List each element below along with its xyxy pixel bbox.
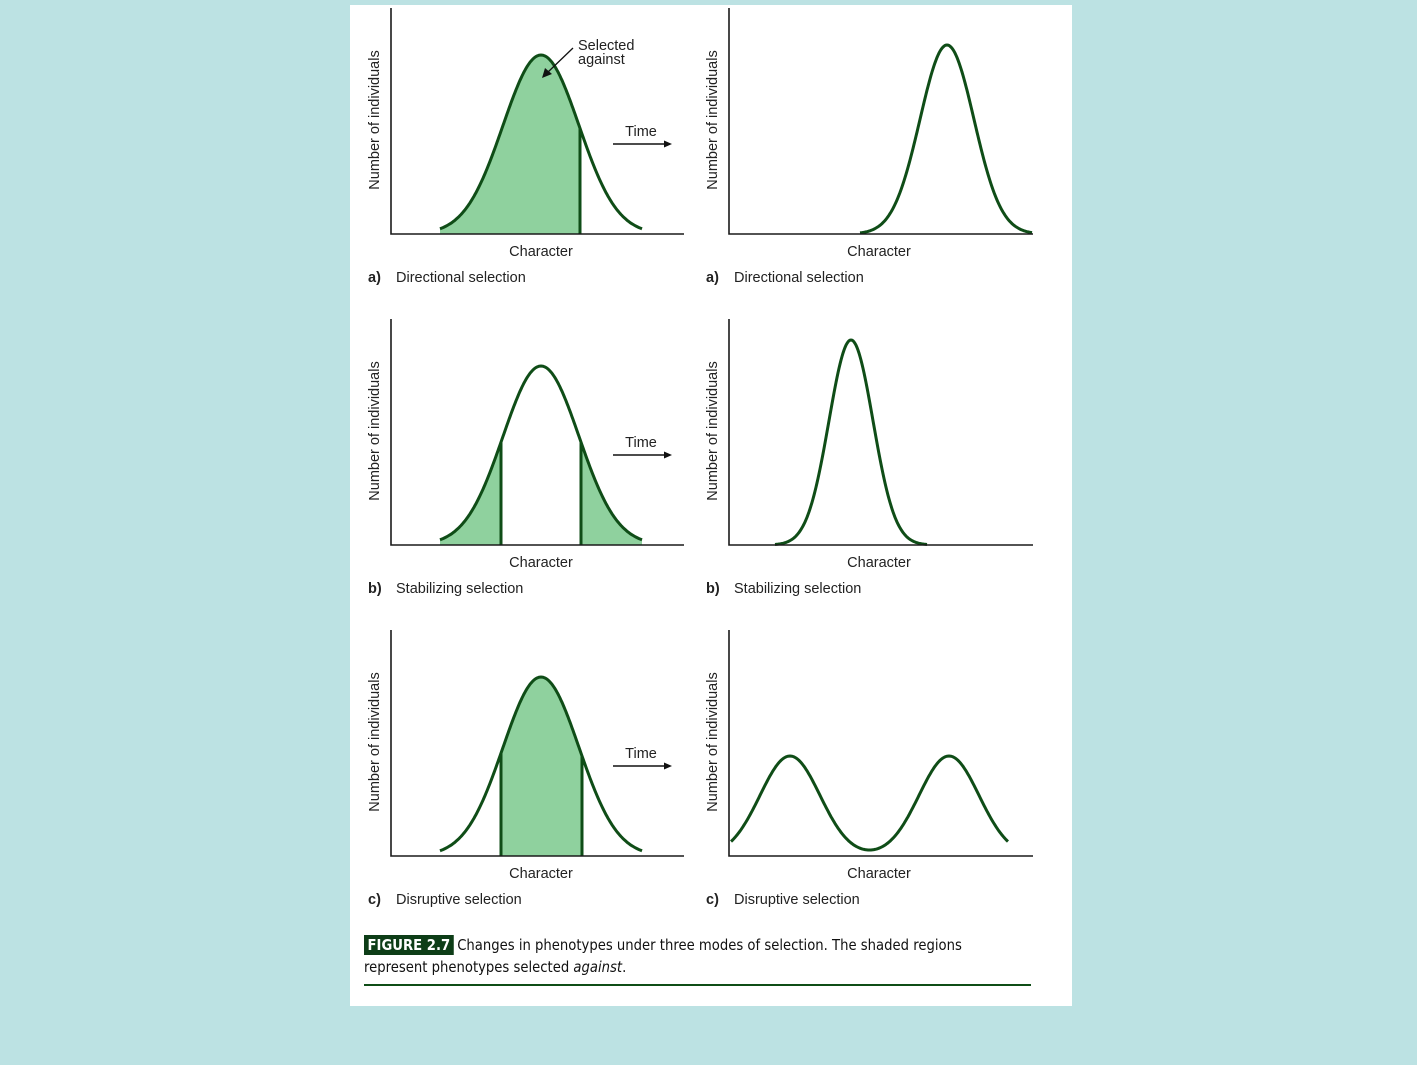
axes [728,8,1033,235]
x-axis-label: Character [509,244,573,260]
caption-text: Changes in phenotypes under three modes … [364,936,962,976]
time-label: Time [625,124,657,140]
panel-letter: c) [706,892,719,908]
panel-title: Directional selection [734,270,864,286]
distribution-curve [859,43,1033,235]
panel-letter: b) [706,581,720,597]
selected-against-region [581,442,642,545]
panel-title: Directional selection [396,270,526,286]
distribution-curve [439,675,643,853]
caption-rule [364,984,1031,986]
annotation-line2: against [578,52,625,68]
arrow-head-icon [664,762,672,770]
selected-against-region [440,55,580,234]
panel-title: Stabilizing selection [396,581,523,597]
axes [390,8,684,235]
axes [390,319,684,546]
time-label: Time [625,435,657,451]
pointer-line [546,47,574,74]
x-axis-label: Character [509,866,573,882]
x-axis-label: Character [509,555,573,571]
x-axis-label: Character [847,866,911,882]
selected-against-region [501,677,582,856]
annotation-line1: Selected [578,38,634,54]
axes [728,630,1033,857]
panel-title: Disruptive selection [396,892,522,908]
after-plot: Number of individuals Character a) Directio… [705,8,1033,286]
caption-emphasis: against [573,958,623,976]
axes [390,630,684,857]
y-axis-label: Number of individuals [367,50,383,189]
panel-row-b: Number of individuals Character b) Stabiliz… [367,319,1033,597]
panel-letter: c) [368,892,381,908]
panel-row-c: Number of individuals Character c) Disrupti… [367,630,1033,908]
distribution-curve [439,364,643,542]
y-axis-label: Number of individuals [367,672,383,811]
before-plot: Number of individuals Character a) Directio… [367,8,684,286]
distribution-curve [774,338,928,546]
pointer-arrow-icon [542,68,552,78]
y-axis-label: Number of individuals [705,50,721,189]
panel-row-a: Number of individuals Character a) Directio… [367,8,1033,286]
distribution-curve [729,754,1010,852]
after-plot: Number of individuals Character b) Stabiliz… [705,319,1033,597]
selected-against-region [440,442,501,545]
time-arrow: Time [613,746,672,770]
panel-title: Stabilizing selection [734,581,861,597]
panel-letter: b) [368,581,382,597]
panel-letter: a) [706,270,719,286]
before-plot: Number of individuals Character b) Stabiliz… [367,319,684,597]
panel-letter: a) [368,270,381,286]
figure-sheet [350,5,1072,1006]
panel-title: Disruptive selection [734,892,860,908]
distribution-curve [439,53,643,231]
axes [728,319,1033,546]
after-plot: Number of individuals Character c) Disrupti… [705,630,1033,908]
arrow-head-icon [664,140,672,148]
before-plot: Number of individuals Character c) Disrupti… [367,630,684,908]
y-axis-label: Number of individuals [705,672,721,811]
x-axis-label: Character [847,244,911,260]
time-arrow: Time [613,124,672,148]
time-label: Time [625,746,657,762]
figure-caption: FIGURE 2.7 Changes in phenotypes under th… [364,934,962,978]
arrow-head-icon [664,451,672,459]
x-axis-label: Character [847,555,911,571]
figure-tag: FIGURE 2.7 [364,935,454,955]
y-axis-label: Number of individuals [705,361,721,500]
time-arrow: Time [613,435,672,459]
y-axis-label: Number of individuals [367,361,383,500]
caption-end: . [622,958,627,976]
